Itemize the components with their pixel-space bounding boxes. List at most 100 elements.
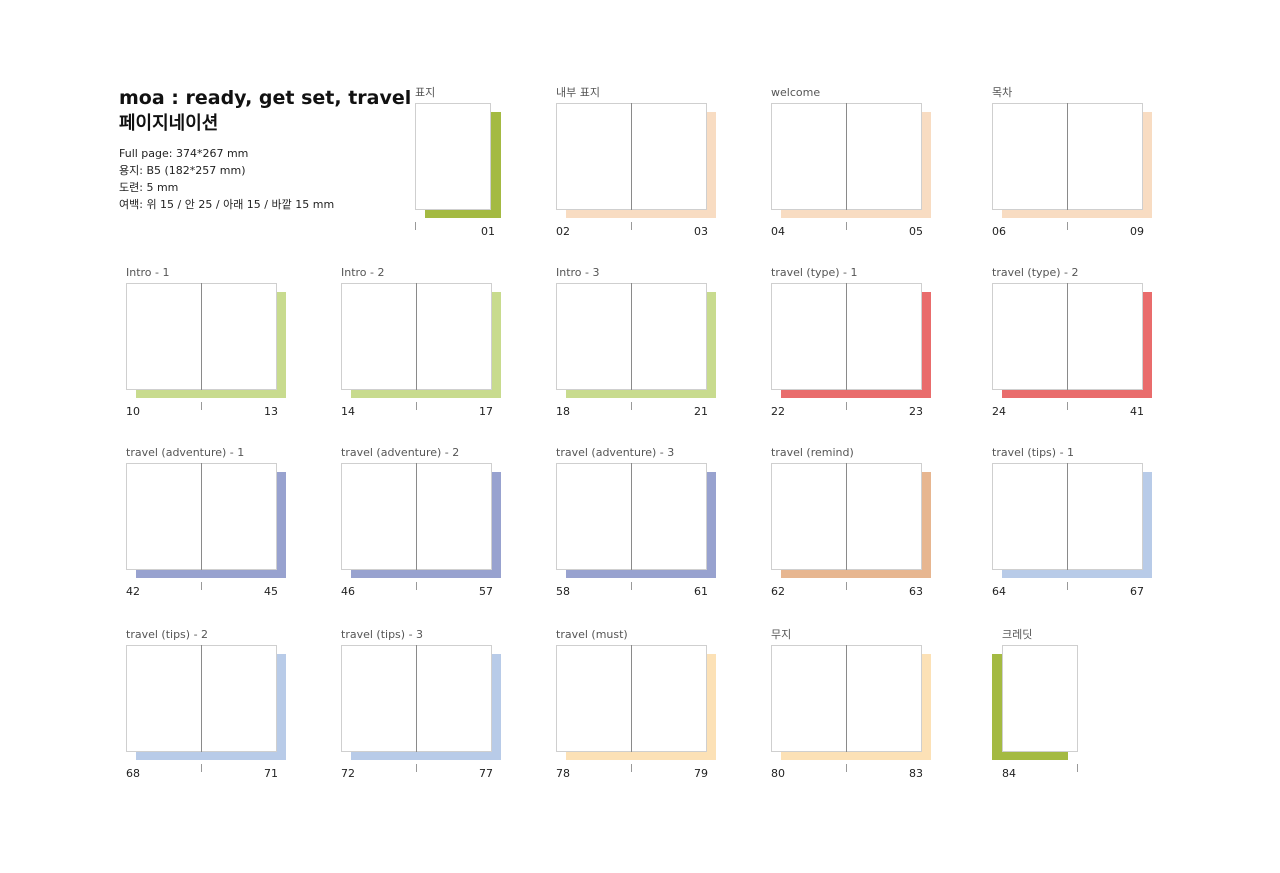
page-number-left: 24 — [992, 405, 1006, 418]
spine-tick — [631, 764, 632, 772]
spine-line — [846, 463, 847, 570]
spine-line — [1067, 283, 1068, 390]
page-spread: travel (remind) 62 63 — [771, 446, 951, 598]
spread-label: Intro - 3 — [556, 266, 600, 279]
page-spread: 크레딧 84 — [992, 628, 1172, 780]
page-spread: 무지 80 83 — [771, 628, 951, 780]
page-number-right: 63 — [909, 585, 923, 598]
page-spread: travel (tips) - 1 64 67 — [992, 446, 1172, 598]
page-spread: travel (adventure) - 2 46 57 — [341, 446, 521, 598]
spec-full-page: Full page: 374*267 mm — [119, 147, 249, 160]
page-number-right: 01 — [481, 225, 495, 238]
page-number-left: 22 — [771, 405, 785, 418]
page-number-right: 57 — [479, 585, 493, 598]
page-spread: Intro - 2 14 17 — [341, 266, 521, 418]
page-number-right: 83 — [909, 767, 923, 780]
page-spread: welcome 04 05 — [771, 86, 951, 238]
page-number-left: 42 — [126, 585, 140, 598]
spine-tick — [201, 764, 202, 772]
spread-label: 내부 표지 — [556, 86, 600, 99]
spread-label: 무지 — [771, 628, 792, 641]
spread-label: travel (must) — [556, 628, 628, 641]
page-number-left: 10 — [126, 405, 140, 418]
page-spread: travel (tips) - 3 72 77 — [341, 628, 521, 780]
spine-line — [201, 283, 202, 390]
spread-label: Intro - 2 — [341, 266, 385, 279]
page-spread: travel (type) - 1 22 23 — [771, 266, 951, 418]
page-number-left: 84 — [1002, 767, 1016, 780]
spine-line — [1067, 103, 1068, 210]
spine-tick — [631, 402, 632, 410]
spine-tick — [1077, 764, 1078, 772]
page-number-left: 68 — [126, 767, 140, 780]
page-spread: travel (adventure) - 3 58 61 — [556, 446, 736, 598]
page-spread: travel (adventure) - 1 42 45 — [126, 446, 306, 598]
spine-tick — [846, 222, 847, 230]
page-number-right: 71 — [264, 767, 278, 780]
spine-tick — [1067, 402, 1068, 410]
spec-paper: 용지: B5 (182*257 mm) — [119, 164, 246, 177]
spine-tick — [415, 222, 416, 230]
spread-label: travel (tips) - 1 — [992, 446, 1075, 459]
spread-label: Intro - 1 — [126, 266, 170, 279]
page-number-left: 78 — [556, 767, 570, 780]
page-number-right: 05 — [909, 225, 923, 238]
page-spread: 표지 01 — [415, 86, 595, 238]
spread-label: 목차 — [992, 86, 1013, 99]
page-number-right: 03 — [694, 225, 708, 238]
spine-tick — [416, 764, 417, 772]
document-title: moa : ready, get set, travel — [119, 87, 412, 109]
page-number-right: 23 — [909, 405, 923, 418]
page-number-right: 13 — [264, 405, 278, 418]
page-number-left: 04 — [771, 225, 785, 238]
page-number-left: 06 — [992, 225, 1006, 238]
spine-line — [846, 283, 847, 390]
spine-line — [631, 463, 632, 570]
spread-label: travel (type) - 1 — [771, 266, 858, 279]
spine-tick — [201, 582, 202, 590]
spine-tick — [846, 764, 847, 772]
page-spread: 목차 06 09 — [992, 86, 1172, 238]
page-number-right: 45 — [264, 585, 278, 598]
page-spread: 내부 표지 02 03 — [556, 86, 736, 238]
page-number-right: 21 — [694, 405, 708, 418]
page-number-left: 14 — [341, 405, 355, 418]
spine-tick — [846, 402, 847, 410]
spread-label: travel (adventure) - 2 — [341, 446, 460, 459]
spine-tick — [631, 222, 632, 230]
page-rect — [1002, 645, 1078, 752]
spread-label: welcome — [771, 86, 821, 99]
page-number-left: 72 — [341, 767, 355, 780]
page-spread: Intro - 1 10 13 — [126, 266, 306, 418]
spine-line — [846, 645, 847, 752]
spine-line — [201, 645, 202, 752]
spec-bleed: 도련: 5 mm — [119, 181, 179, 194]
page-number-left: 58 — [556, 585, 570, 598]
spine-line — [631, 283, 632, 390]
spread-label: 크레딧 — [1002, 628, 1033, 641]
document-subtitle: 페이지네이션 — [119, 113, 219, 134]
spine-tick — [846, 582, 847, 590]
spine-tick — [631, 582, 632, 590]
page-number-left: 46 — [341, 585, 355, 598]
spread-label: travel (tips) - 2 — [126, 628, 209, 641]
spine-line — [416, 645, 417, 752]
page-number-right: 09 — [1130, 225, 1144, 238]
page-rect — [415, 103, 491, 210]
header: moa : ready, get set, travel 페이지네이션 Full… — [119, 86, 411, 213]
page-number-right: 61 — [694, 585, 708, 598]
spread-label: travel (remind) — [771, 446, 854, 459]
page-spread: travel (type) - 2 24 41 — [992, 266, 1172, 418]
spec-margins: 여백: 위 15 / 안 25 / 아래 15 / 바깥 15 mm — [119, 198, 335, 211]
spine-tick — [416, 402, 417, 410]
spine-line — [416, 463, 417, 570]
page-number-right: 79 — [694, 767, 708, 780]
page-number-left: 80 — [771, 767, 785, 780]
spine-line — [631, 645, 632, 752]
page-number-right: 17 — [479, 405, 493, 418]
spine-line — [846, 103, 847, 210]
page-spread: travel (tips) - 2 68 71 — [126, 628, 306, 780]
spine-line — [416, 283, 417, 390]
spread-label: travel (type) - 2 — [992, 266, 1079, 279]
